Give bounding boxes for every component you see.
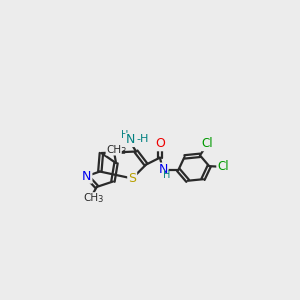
Text: Cl: Cl	[202, 137, 214, 150]
Text: 3: 3	[98, 195, 103, 204]
Text: H: H	[163, 170, 170, 180]
Text: CH: CH	[83, 193, 98, 203]
Text: -H: -H	[137, 134, 149, 144]
Text: Cl: Cl	[217, 160, 229, 173]
Text: CH: CH	[106, 145, 121, 155]
Text: H: H	[121, 130, 128, 140]
Text: 3: 3	[121, 147, 126, 156]
Text: N: N	[82, 169, 92, 183]
Text: O: O	[155, 137, 165, 150]
Text: N: N	[126, 134, 135, 146]
Text: S: S	[128, 172, 136, 185]
Text: N: N	[158, 164, 168, 176]
